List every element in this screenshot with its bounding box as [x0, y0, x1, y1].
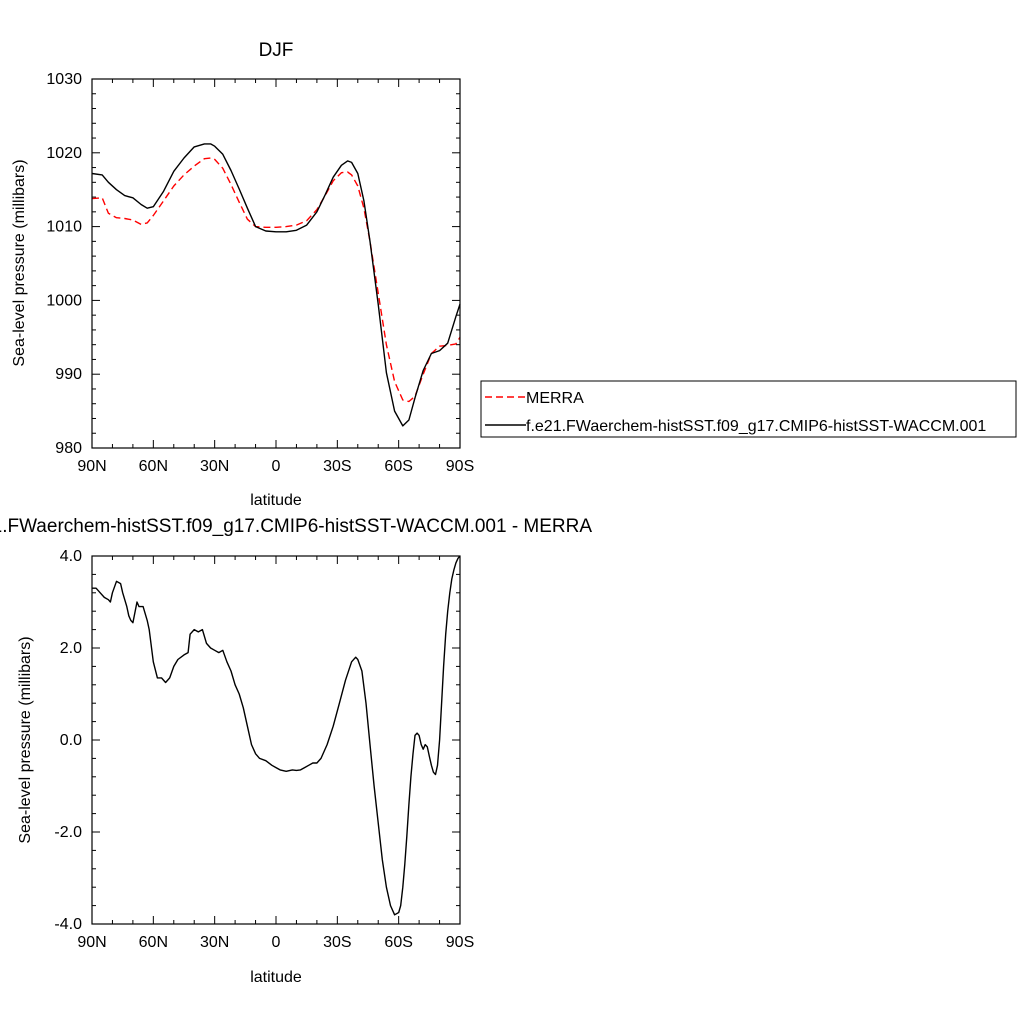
- bottom-series-lines: [92, 555, 461, 916]
- bottom-tick-labels: 90N 60N 30N 0 30S 60S 90S -4.0 -2.0 0.0 2.0 4.0: [54, 548, 474, 951]
- y-tick-label: 1030: [46, 71, 82, 88]
- x-tick-label: 90S: [446, 934, 474, 951]
- x-tick-label: 90N: [77, 934, 106, 951]
- y-tick-label: 2.0: [60, 640, 82, 657]
- y-tick-label: 1020: [46, 145, 82, 162]
- x-tick-label: 90S: [446, 458, 474, 475]
- y-tick-label: 4.0: [60, 548, 82, 565]
- x-tick-label: 90N: [77, 458, 106, 475]
- top-panel: DJF 90N 60N 30N 0 30S 60S 90S 980 990 1000 1010 102…: [11, 40, 474, 509]
- x-tick-label: 60S: [384, 458, 412, 475]
- y-tick-label: -2.0: [54, 824, 82, 841]
- top-tick-labels: 90N 60N 30N 0 30S 60S 90S 980 990 1000 1010 1020 103…: [46, 71, 474, 475]
- bottom-xlabel: latitude: [250, 969, 302, 986]
- legend-box: [480, 380, 1017, 438]
- x-tick-label: 60S: [384, 934, 412, 951]
- bottom-panel: f.e21.FWaerchem-histSST.f09_g17.CMIP6-hi…: [0, 516, 592, 986]
- legend: MERRA f.e21.FWaerchem-histSST.f09_g17.CM…: [480, 380, 1017, 438]
- x-tick-label: 30S: [323, 934, 351, 951]
- bottom-plot-frame: [91, 555, 461, 925]
- x-tick-label: 30N: [200, 934, 229, 951]
- legend-label-merra: MERRA: [526, 390, 584, 407]
- top-series-line-1: [91, 143, 461, 427]
- top-xlabel: latitude: [250, 492, 302, 509]
- bottom-chart-title: f.e21.FWaerchem-histSST.f09_g17.CMIP6-hi…: [0, 516, 592, 537]
- y-tick-label: 0.0: [60, 732, 82, 749]
- x-tick-label: 60N: [139, 934, 168, 951]
- x-tick-label: 0: [272, 458, 281, 475]
- y-tick-label: 980: [55, 440, 82, 457]
- y-tick-label: 990: [55, 366, 82, 383]
- bottom-axis-ticks: [91, 555, 461, 925]
- x-tick-label: 30N: [200, 458, 229, 475]
- top-plot-frame: [91, 78, 461, 449]
- bottom-series-line-0: [92, 555, 461, 916]
- top-ylabel: Sea-level pressure (millibars): [11, 159, 28, 366]
- bottom-ylabel: Sea-level pressure (millibars): [17, 636, 34, 843]
- top-chart-title: DJF: [259, 40, 294, 61]
- x-tick-label: 30S: [323, 458, 351, 475]
- y-tick-label: -4.0: [54, 916, 82, 933]
- x-tick-label: 60N: [139, 458, 168, 475]
- y-tick-label: 1010: [46, 219, 82, 236]
- x-tick-label: 0: [272, 934, 281, 951]
- y-tick-label: 1000: [46, 292, 82, 309]
- top-axis-ticks: [91, 78, 461, 449]
- top-series-line-0: [91, 157, 461, 403]
- top-series-lines: [91, 143, 461, 427]
- legend-label-model: f.e21.FWaerchem-histSST.f09_g17.CMIP6-hi…: [526, 418, 986, 435]
